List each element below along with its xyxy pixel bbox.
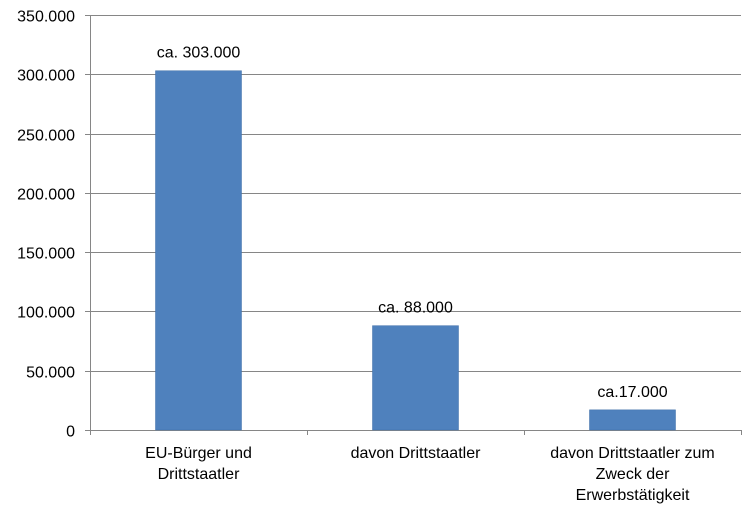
bar bbox=[155, 70, 242, 431]
y-tick-label: 50.000 bbox=[26, 365, 75, 382]
x-category-label: Zweck der bbox=[596, 466, 670, 483]
y-tick-label: 350.000 bbox=[17, 9, 75, 26]
x-category-label: davon Drittstaatler zum bbox=[550, 445, 715, 462]
x-category-label: davon Drittstaatler bbox=[351, 445, 482, 462]
y-tick-label: 100.000 bbox=[17, 305, 75, 322]
data-label: ca. 303.000 bbox=[157, 45, 241, 62]
x-category-label: EU-Bürger und bbox=[145, 445, 252, 462]
bar bbox=[589, 409, 676, 431]
y-tick-label: 200.000 bbox=[17, 187, 75, 204]
y-tick-label: 250.000 bbox=[17, 128, 75, 145]
data-label: ca.17.000 bbox=[597, 384, 667, 401]
x-category-label: Drittstaatler bbox=[158, 466, 240, 483]
bar bbox=[372, 325, 459, 431]
data-label: ca. 88.000 bbox=[378, 300, 453, 317]
y-tick-label: 300.000 bbox=[17, 68, 75, 85]
x-category-label: Erwerbstätigkeit bbox=[576, 487, 690, 504]
y-tick-label: 150.000 bbox=[17, 246, 75, 263]
y-tick-label: 0 bbox=[66, 424, 75, 441]
